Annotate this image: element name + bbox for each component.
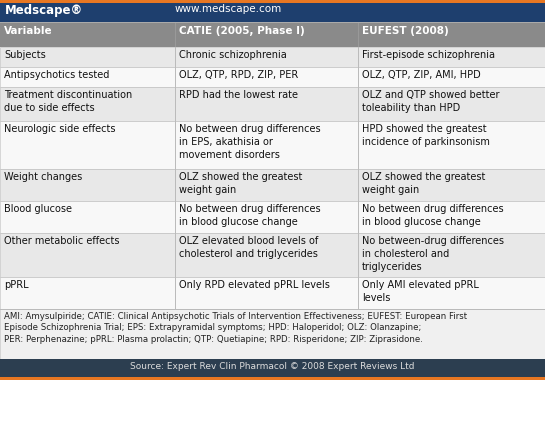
Text: Other metabolic effects: Other metabolic effects <box>4 236 119 246</box>
Text: Source: Expert Rev Clin Pharmacol © 2008 Expert Reviews Ltd: Source: Expert Rev Clin Pharmacol © 2008… <box>130 362 415 371</box>
Text: Chronic schizophrenia: Chronic schizophrenia <box>179 50 287 60</box>
Bar <box>358 23 359 47</box>
Text: OLZ, QTP, RPD, ZIP, PER: OLZ, QTP, RPD, ZIP, PER <box>179 70 298 80</box>
Bar <box>0 121 545 169</box>
Text: Subjects: Subjects <box>4 50 46 60</box>
Bar <box>0 22 545 23</box>
Bar <box>0 201 545 233</box>
Text: EUFEST (2008): EUFEST (2008) <box>362 26 449 36</box>
Bar <box>175 47 176 67</box>
Text: HPD showed the greatest
incidence of parkinsonism: HPD showed the greatest incidence of par… <box>362 124 490 147</box>
Text: AMI: Amysulpiride; CATIE: Clinical Antipsychotic Trials of Intervention Effectiv: AMI: Amysulpiride; CATIE: Clinical Antip… <box>4 312 467 344</box>
Bar <box>0 277 545 309</box>
Bar <box>0 309 545 310</box>
Bar <box>358 121 359 169</box>
Bar <box>0 23 545 47</box>
Bar <box>175 233 176 277</box>
Text: pPRL: pPRL <box>4 280 29 290</box>
Text: RPD had the lowest rate: RPD had the lowest rate <box>179 90 298 100</box>
Text: OLZ showed the greatest
weight gain: OLZ showed the greatest weight gain <box>179 172 302 195</box>
Text: Variable: Variable <box>4 26 53 36</box>
Bar <box>0 67 545 87</box>
Bar <box>0 309 545 359</box>
Text: First-episode schizophrenia: First-episode schizophrenia <box>362 50 495 60</box>
Text: OLZ and QTP showed better
toleability than HPD: OLZ and QTP showed better toleability th… <box>362 90 500 113</box>
Text: Only RPD elevated pPRL levels: Only RPD elevated pPRL levels <box>179 280 330 290</box>
Bar <box>175 23 176 47</box>
Text: No between drug differences
in EPS, akathisia or
movement disorders: No between drug differences in EPS, akat… <box>179 124 320 160</box>
Text: Treatment discontinuation
due to side effects: Treatment discontinuation due to side ef… <box>4 90 132 113</box>
Bar <box>0 169 545 201</box>
Text: No between-drug differences
in cholesterol and
triglycerides: No between-drug differences in cholester… <box>362 236 504 271</box>
Bar <box>0 87 545 121</box>
Bar <box>0 0 545 3</box>
Text: Weight changes: Weight changes <box>4 172 82 182</box>
Bar <box>0 3 545 22</box>
Bar <box>358 201 359 233</box>
Bar <box>358 169 359 201</box>
Text: Neurologic side effects: Neurologic side effects <box>4 124 116 134</box>
Text: Only AMI elevated pPRL
levels: Only AMI elevated pPRL levels <box>362 280 479 303</box>
Text: No between drug differences
in blood glucose change: No between drug differences in blood glu… <box>179 204 320 227</box>
Bar <box>175 201 176 233</box>
Text: Medscape®: Medscape® <box>5 4 83 17</box>
Bar <box>0 377 545 380</box>
Bar <box>175 67 176 87</box>
Text: OLZ elevated blood levels of
cholesterol and triglycerides: OLZ elevated blood levels of cholesterol… <box>179 236 318 259</box>
Bar <box>175 87 176 121</box>
Text: Blood glucose: Blood glucose <box>4 204 72 214</box>
Bar <box>175 121 176 169</box>
Text: OLZ, QTP, ZIP, AMI, HPD: OLZ, QTP, ZIP, AMI, HPD <box>362 70 481 80</box>
Bar <box>358 47 359 67</box>
Bar <box>0 47 545 67</box>
Text: OLZ showed the greatest
weight gain: OLZ showed the greatest weight gain <box>362 172 486 195</box>
Bar <box>175 277 176 309</box>
Bar <box>358 233 359 277</box>
Bar <box>358 277 359 309</box>
Bar <box>358 87 359 121</box>
Text: CATIE (2005, Phase I): CATIE (2005, Phase I) <box>179 26 305 36</box>
Text: No between drug differences
in blood glucose change: No between drug differences in blood glu… <box>362 204 504 227</box>
Bar <box>175 169 176 201</box>
Bar <box>0 233 545 277</box>
Bar <box>0 359 545 377</box>
Text: Antipsychotics tested: Antipsychotics tested <box>4 70 110 80</box>
Bar <box>358 67 359 87</box>
Text: www.medscape.com: www.medscape.com <box>175 4 282 14</box>
